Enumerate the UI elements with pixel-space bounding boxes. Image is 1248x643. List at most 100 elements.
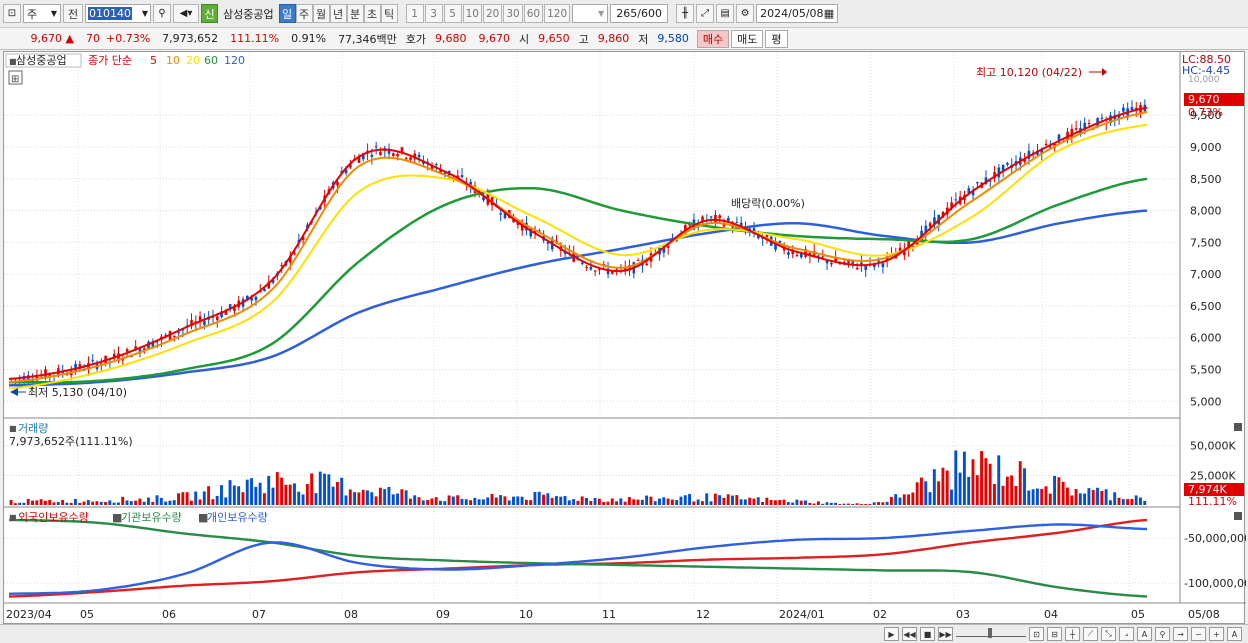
volume-bar: [550, 497, 554, 505]
zoom-slider-handle[interactable]: [988, 628, 992, 638]
chart-type-icon[interactable]: ⊟: [1047, 627, 1062, 641]
volume-bar: [335, 481, 339, 505]
period-tab[interactable]: 년: [329, 4, 347, 23]
volume-bar: [258, 482, 262, 505]
volume-bar: [86, 500, 90, 505]
save-icon[interactable]: ▤: [716, 4, 735, 23]
prev-button[interactable]: 전: [63, 4, 83, 23]
candle-body: [228, 304, 232, 310]
y-axis-ticks: 9,500 9,000 8,500 8,000 7,500 7,000 6,500 6,000…: [1184, 109, 1248, 590]
minus-icon[interactable]: −: [1191, 627, 1206, 641]
buy-button[interactable]: 매수: [696, 29, 730, 48]
magnifier-icon[interactable]: ⚲: [1155, 627, 1170, 641]
volume-bar: [786, 502, 790, 505]
date-field[interactable]: 2024/05/08 ▦: [756, 4, 839, 23]
draw-text-icon[interactable]: A: [1137, 627, 1152, 641]
candle-body: [1006, 162, 1009, 165]
eval-button[interactable]: 평: [765, 29, 788, 48]
period-tab[interactable]: 일: [278, 4, 296, 23]
volume-bar: [48, 499, 52, 505]
candle-body: [881, 263, 885, 268]
plus-icon[interactable]: +: [1209, 627, 1224, 641]
candle-body: [615, 269, 618, 271]
window-icon[interactable]: ⊡: [3, 4, 21, 23]
period-tab[interactable]: 분: [346, 4, 364, 23]
volume-bar: [782, 499, 786, 505]
volume-bar: [675, 500, 679, 505]
volume-bar: [932, 469, 936, 505]
line-tool-icon[interactable]: ⤢: [696, 4, 715, 23]
volume-bar: [1001, 485, 1005, 505]
volume-bar: [142, 501, 146, 505]
candle-type-icon[interactable]: ┼: [1065, 627, 1080, 641]
period-tab[interactable]: 월: [312, 4, 330, 23]
volume-bar: [211, 499, 215, 505]
zoom-slider[interactable]: [956, 628, 1026, 638]
stock-name: 삼성중공업: [223, 7, 274, 21]
chart-svg[interactable]: 9,500 9,000 8,500 8,000 7,500 7,000 6,500 6,000…: [3, 52, 1248, 625]
volume-bar: [735, 495, 739, 505]
quote-change: 70: [86, 32, 100, 45]
fast-forward-icon[interactable]: ▶▶: [938, 627, 953, 641]
volume-bar: [1027, 490, 1031, 505]
volume-title: 거래량: [18, 422, 48, 435]
institution-legend: 기관보유수량: [121, 511, 182, 524]
panel-close-icon[interactable]: [1234, 423, 1242, 431]
sell-button[interactable]: 매도: [731, 29, 764, 48]
arrow-left-icon[interactable]: →: [1173, 627, 1188, 641]
grid-icon[interactable]: [8, 70, 23, 85]
panel-close-icon[interactable]: [1234, 512, 1242, 520]
candle-icon[interactable]: ╫: [676, 4, 695, 23]
volume-bar: [31, 500, 34, 505]
interval-button[interactable]: 3: [424, 4, 443, 23]
interval-button[interactable]: 5: [443, 4, 462, 23]
volume-bar: [567, 500, 571, 505]
search-icon[interactable]: ⚲: [153, 4, 171, 23]
chart-area[interactable]: 9,500 9,000 8,500 8,000 7,500 7,000 6,500 6,000…: [3, 51, 1248, 625]
crosshair-icon[interactable]: ⊡: [1029, 627, 1044, 641]
volume-bar: [344, 495, 348, 505]
volume-bar: [512, 496, 515, 505]
period-tab[interactable]: 틱: [380, 4, 398, 23]
stock-code-input[interactable]: 010140 ▼: [85, 4, 151, 23]
interval-button[interactable]: 10: [462, 4, 482, 23]
candle-body: [1070, 128, 1074, 138]
gear-icon[interactable]: ⚙: [736, 4, 755, 23]
volume-bar: [232, 485, 236, 505]
candle-body: [954, 199, 958, 201]
interval-button[interactable]: 20: [482, 4, 503, 23]
rewind-icon[interactable]: ◀◀: [902, 627, 917, 641]
volume-bar: [434, 497, 438, 505]
draw-line-icon[interactable]: ⟋: [1083, 627, 1098, 641]
draw-trend-icon[interactable]: ⤡: [1101, 627, 1116, 641]
count-field[interactable]: 265/600: [610, 4, 669, 23]
volume-bar: [709, 501, 713, 505]
ma-line-5: [8, 106, 1148, 380]
candle-body: [396, 154, 399, 157]
volume-bar: [1057, 477, 1061, 505]
ma-legend-60: 60: [204, 54, 218, 67]
interval-button[interactable]: 1: [405, 4, 424, 23]
volume-bar: [297, 491, 301, 505]
scroll-right-icon[interactable]: ▶: [884, 627, 899, 641]
candle-body: [203, 320, 206, 325]
volume-bar: [636, 499, 640, 505]
font-size-icon[interactable]: A: [1227, 627, 1242, 641]
volume-bar: [602, 501, 606, 505]
candle-body: [344, 169, 348, 174]
interval-select[interactable]: ▼: [572, 4, 609, 23]
price-tick-label: 5,000: [1190, 395, 1222, 408]
speaker-icon[interactable]: ◀▾: [173, 4, 199, 23]
candle-body: [233, 305, 236, 312]
volume-bar: [254, 486, 258, 505]
draw-channel-icon[interactable]: ⟓: [1119, 627, 1134, 641]
stop-icon[interactable]: ■: [920, 627, 935, 641]
period-tab[interactable]: 주: [295, 4, 313, 23]
market-select[interactable]: 주 ▼: [23, 4, 61, 23]
period-tab[interactable]: 초: [363, 4, 381, 23]
interval-button[interactable]: 30: [503, 4, 523, 23]
volume-bar: [181, 492, 185, 505]
interval-button[interactable]: 120: [544, 4, 571, 23]
candle-body: [739, 222, 743, 227]
interval-button[interactable]: 60: [523, 4, 544, 23]
